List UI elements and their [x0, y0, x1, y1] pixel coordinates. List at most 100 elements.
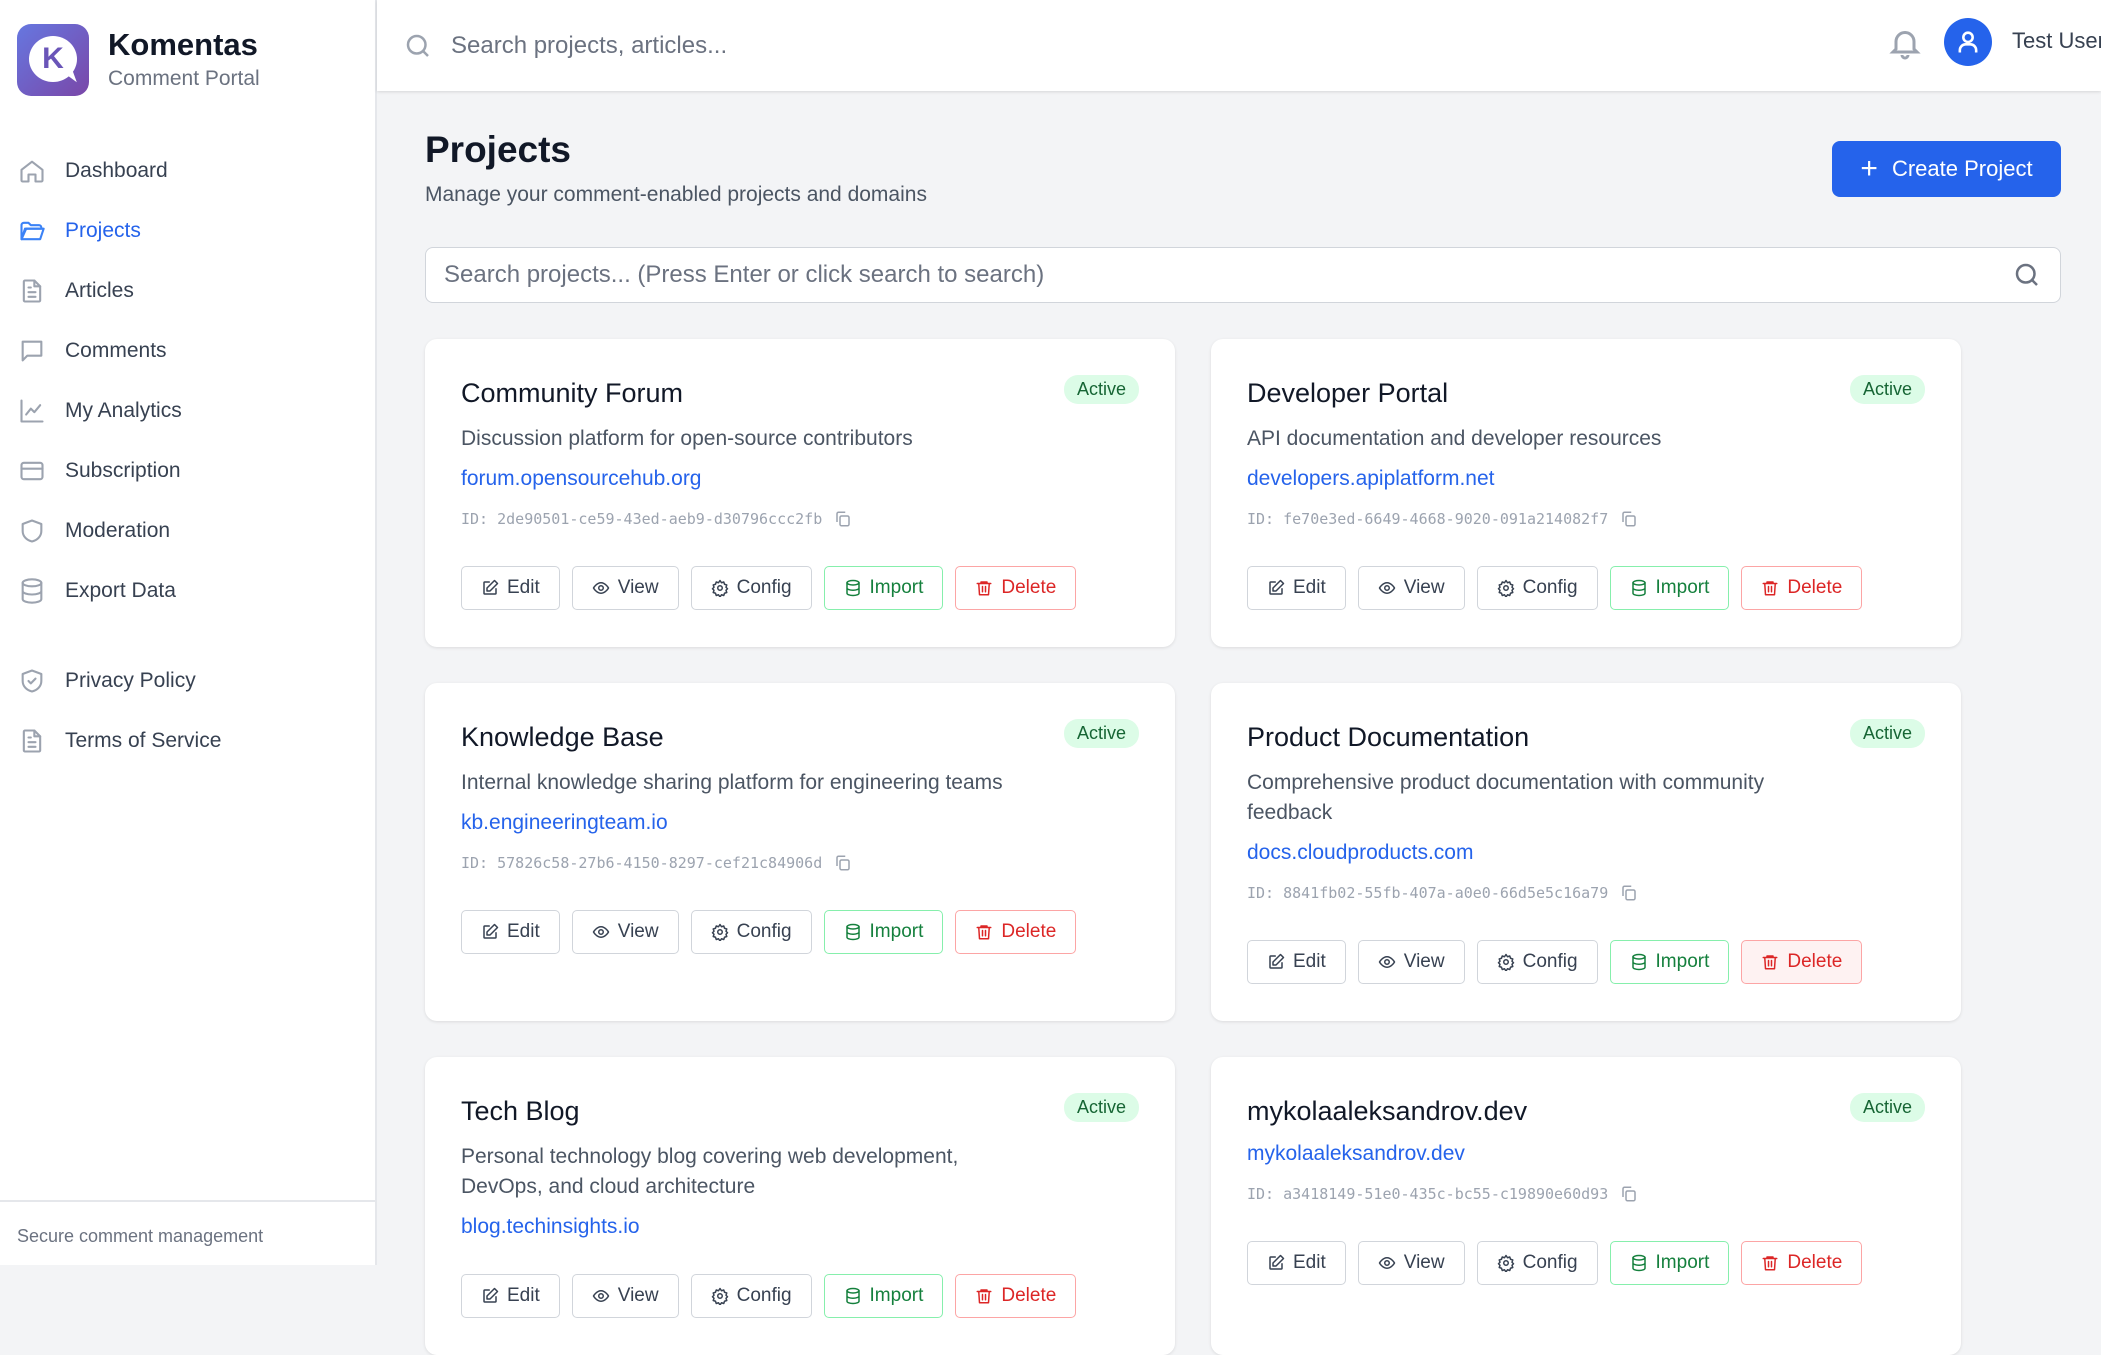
- import-label: Import: [1655, 577, 1710, 598]
- edit-button[interactable]: Edit: [1247, 940, 1346, 984]
- edit-icon: [483, 1287, 499, 1303]
- sidebar-item-my-analytics[interactable]: My Analytics: [0, 381, 375, 441]
- sidebar: K Komentas Comment Portal Dashboard Proje…: [0, 0, 377, 1265]
- file-text-icon: [22, 729, 42, 753]
- edit-button[interactable]: Edit: [1247, 566, 1346, 610]
- copy-icon[interactable]: [1620, 510, 1638, 528]
- project-id-text: ID: 57826c58-27b6-4150-8297-cef21c84906d: [461, 854, 823, 872]
- copy-icon[interactable]: [834, 510, 852, 528]
- sidebar-nav: Dashboard Projects Articles Comments My Anal…: [0, 141, 375, 771]
- project-search-input[interactable]: [444, 261, 2012, 289]
- user-name[interactable]: Test User: [2012, 28, 2101, 53]
- import-button[interactable]: Import: [1609, 940, 1730, 984]
- view-label: View: [617, 921, 659, 942]
- project-description: Internal knowledge sharing platform for …: [461, 771, 1003, 794]
- database-icon: [845, 1287, 860, 1305]
- credit-card-icon: [20, 461, 44, 481]
- project-id-text: ID: a3418149-51e0-435c-bc55-c19890e60d93: [1247, 1185, 1609, 1203]
- delete-label: Delete: [1787, 951, 1843, 972]
- bell-icon[interactable]: [1887, 24, 1923, 62]
- sidebar-item-export-data[interactable]: Export Data: [0, 561, 375, 621]
- database-icon: [845, 923, 860, 941]
- database-icon: [1631, 579, 1646, 597]
- app-subtitle: Comment Portal: [108, 67, 260, 90]
- view-button[interactable]: View: [1357, 566, 1465, 610]
- sidebar-item-terms-of-service[interactable]: Terms of Service: [0, 711, 375, 771]
- import-button[interactable]: Import: [1609, 1241, 1730, 1285]
- edit-button[interactable]: Edit: [1247, 1241, 1346, 1285]
- import-label: Import: [1655, 951, 1710, 972]
- config-label: Config: [1522, 577, 1578, 598]
- app-title: Komentas: [108, 27, 258, 62]
- project-domain-link[interactable]: mykolaaleksandrov.dev: [1247, 1142, 1465, 1165]
- delete-button[interactable]: Delete: [1741, 566, 1863, 610]
- config-button[interactable]: Config: [690, 566, 812, 610]
- project-description: Discussion platform for open-source cont…: [461, 427, 913, 450]
- project-domain-link[interactable]: docs.cloudproducts.com: [1247, 841, 1474, 864]
- database-icon: [1631, 953, 1646, 971]
- view-button[interactable]: View: [571, 910, 679, 954]
- delete-button[interactable]: Delete: [1741, 1241, 1863, 1285]
- config-button[interactable]: Config: [1476, 566, 1598, 610]
- delete-button[interactable]: Delete: [955, 1274, 1077, 1318]
- view-button[interactable]: View: [1357, 940, 1465, 984]
- import-label: Import: [869, 577, 924, 598]
- sidebar-item-comments[interactable]: Comments: [0, 321, 375, 381]
- view-button[interactable]: View: [571, 566, 679, 610]
- project-name: Product Documentation: [1247, 722, 1530, 752]
- copy-icon[interactable]: [834, 854, 852, 872]
- sidebar-item-subscription[interactable]: Subscription: [0, 441, 375, 501]
- sidebar-item-projects[interactable]: Projects: [0, 201, 375, 261]
- edit-label: Edit: [507, 577, 540, 598]
- brand[interactable]: K Komentas Comment Portal: [17, 24, 260, 96]
- import-label: Import: [1655, 1252, 1710, 1273]
- edit-button[interactable]: Edit: [461, 910, 560, 954]
- sidebar-item-dashboard[interactable]: Dashboard: [0, 141, 375, 201]
- project-grid: Community Forum Active Discussion platfor…: [425, 339, 1961, 1355]
- edit-icon: [1269, 1254, 1285, 1270]
- page-subtitle: Manage your comment-enabled projects and…: [425, 183, 927, 206]
- project-domain-link[interactable]: kb.engineeringteam.io: [461, 811, 668, 834]
- import-button[interactable]: Import: [823, 1274, 944, 1318]
- config-button[interactable]: Config: [1476, 1241, 1598, 1285]
- global-search-input[interactable]: [451, 31, 1351, 60]
- delete-button[interactable]: Delete: [1741, 940, 1863, 984]
- config-button[interactable]: Config: [1476, 940, 1598, 984]
- logo-letter: K: [29, 36, 77, 82]
- edit-button[interactable]: Edit: [461, 566, 560, 610]
- project-id: ID: 2de90501-ce59-43ed-aeb9-d30796ccc2fb: [461, 504, 1139, 534]
- edit-label: Edit: [1293, 577, 1326, 598]
- import-button[interactable]: Import: [823, 910, 944, 954]
- project-card: Developer Portal Active API documentation…: [1211, 339, 1961, 647]
- trash-icon: [976, 925, 992, 940]
- sidebar-item-privacy-policy[interactable]: Privacy Policy: [0, 651, 375, 711]
- status-badge: Active: [1849, 719, 1925, 748]
- sidebar-item-moderation[interactable]: Moderation: [0, 501, 375, 561]
- project-domain-link[interactable]: forum.opensourcehub.org: [461, 467, 702, 490]
- import-button[interactable]: Import: [1609, 566, 1730, 610]
- copy-icon[interactable]: [1620, 884, 1638, 902]
- import-button[interactable]: Import: [823, 566, 944, 610]
- import-label: Import: [869, 1285, 924, 1306]
- project-name: mykolaaleksandrov.dev: [1247, 1096, 1528, 1126]
- project-domain-link[interactable]: blog.techinsights.io: [461, 1215, 640, 1238]
- sidebar-item-articles[interactable]: Articles: [0, 261, 375, 321]
- search-icon[interactable]: [2012, 260, 2042, 290]
- project-domain-link[interactable]: developers.apiplatform.net: [1247, 467, 1495, 490]
- avatar[interactable]: [1944, 18, 1992, 66]
- copy-icon[interactable]: [1620, 1185, 1638, 1203]
- config-button[interactable]: Config: [690, 910, 812, 954]
- project-actions: Edit View Config Import Delete: [1247, 940, 1925, 984]
- config-button[interactable]: Config: [690, 1274, 812, 1318]
- edit-button[interactable]: Edit: [461, 1274, 560, 1318]
- view-button[interactable]: View: [571, 1274, 679, 1318]
- database-icon: [1631, 1254, 1646, 1272]
- project-actions: Edit View Config Import Delete: [1247, 566, 1925, 610]
- trash-icon: [976, 581, 992, 596]
- create-project-button[interactable]: + Create Project: [1832, 141, 2061, 197]
- delete-button[interactable]: Delete: [955, 910, 1077, 954]
- view-button[interactable]: View: [1357, 1241, 1465, 1285]
- edit-label: Edit: [1293, 1252, 1326, 1273]
- eye-icon: [1378, 1257, 1395, 1269]
- delete-button[interactable]: Delete: [955, 566, 1077, 610]
